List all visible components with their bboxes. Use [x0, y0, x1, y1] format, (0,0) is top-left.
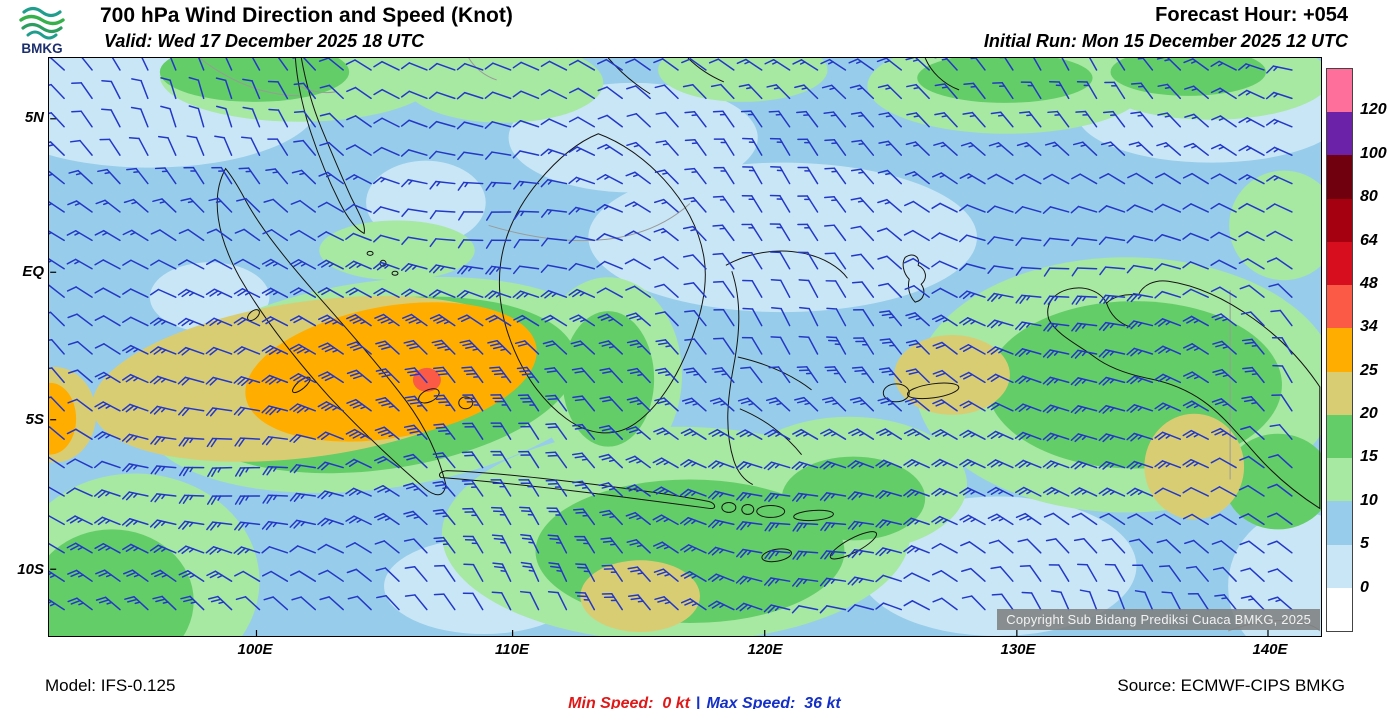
legend-label-100: 100 — [1360, 144, 1387, 162]
copyright-overlay: Copyright Sub Bidang Prediksi Cuaca BMKG… — [997, 609, 1320, 630]
legend-color-seg-4 — [1327, 241, 1352, 286]
legend-color-seg-5 — [1327, 285, 1352, 329]
wind-barbs-group — [49, 58, 1293, 614]
model-label: Model: IFS-0.125 — [45, 676, 176, 695]
axis-ticks — [50, 118, 1269, 636]
max-speed-label: Max Speed: 36 kt — [706, 695, 841, 709]
legend-label-80: 80 — [1360, 188, 1378, 206]
legend-color-seg-6 — [1327, 328, 1352, 372]
valid-time-label: Valid: Wed 17 December 2025 18 UTC — [104, 31, 425, 51]
speed-fill-blobs — [49, 58, 1321, 636]
speed-separator: | — [695, 695, 701, 709]
page-title: 700 hPa Wind Direction and Speed (Knot) — [100, 4, 513, 27]
min-speed-label: Min Speed: 0 kt — [568, 695, 690, 709]
wind-map: Copyright Sub Bidang Prediksi Cuaca BMKG… — [48, 57, 1322, 637]
lon-label-130E: 130E — [1000, 641, 1036, 658]
legend-label-64: 64 — [1360, 231, 1378, 249]
wind-map-svg — [49, 58, 1321, 636]
legend-label-48: 48 — [1360, 274, 1378, 292]
forecast-hour-label: Forecast Hour: +054 — [1155, 4, 1348, 26]
lat-label-5N: 5N — [24, 109, 44, 126]
lon-label-140E: 140E — [1252, 641, 1288, 658]
lat-label-EQ: EQ — [22, 263, 44, 280]
bmkg-logo-icon: BMKG — [19, 6, 65, 56]
legend-label-120: 120 — [1360, 101, 1387, 119]
legend-color-seg-9 — [1327, 458, 1352, 502]
legend-color-seg-7 — [1327, 371, 1352, 415]
legend-color-seg-2 — [1327, 155, 1352, 199]
initial-run-label: Initial Run: Mon 15 December 2025 12 UTC — [983, 31, 1348, 51]
legend-color-seg-10 — [1327, 501, 1352, 545]
legend-color-seg-3 — [1327, 198, 1352, 242]
legend-label-5: 5 — [1360, 535, 1369, 553]
lon-label-110E: 110E — [495, 641, 529, 658]
lon-label-100E: 100E — [237, 641, 273, 658]
lat-label-5S: 5S — [25, 411, 44, 428]
logo-text: BMKG — [21, 41, 62, 56]
legend-label-0: 0 — [1360, 578, 1369, 596]
legend-color-seg-12 — [1327, 587, 1352, 632]
lon-label-120E: 120E — [747, 641, 783, 658]
legend-color-seg-0 — [1327, 69, 1352, 113]
legend-label-20: 20 — [1360, 405, 1378, 423]
wind-speed-colorbar — [1326, 68, 1353, 632]
legend-label-15: 15 — [1360, 448, 1378, 466]
lat-label-10S: 10S — [17, 561, 44, 578]
header: BMKG 700 hPa Wind Direction and Speed (K… — [0, 0, 1400, 57]
source-label: Source: ECMWF-CIPS BMKG — [1117, 676, 1345, 695]
speed-range-label: Min Speed: 0 kt | Max Speed: 36 kt — [559, 677, 841, 709]
legend-label-10: 10 — [1360, 491, 1378, 509]
legend-label-34: 34 — [1360, 318, 1378, 336]
legend-color-seg-1 — [1327, 112, 1352, 156]
legend-label-25: 25 — [1360, 361, 1378, 379]
legend-color-seg-11 — [1327, 544, 1352, 588]
legend-color-seg-8 — [1327, 414, 1352, 459]
